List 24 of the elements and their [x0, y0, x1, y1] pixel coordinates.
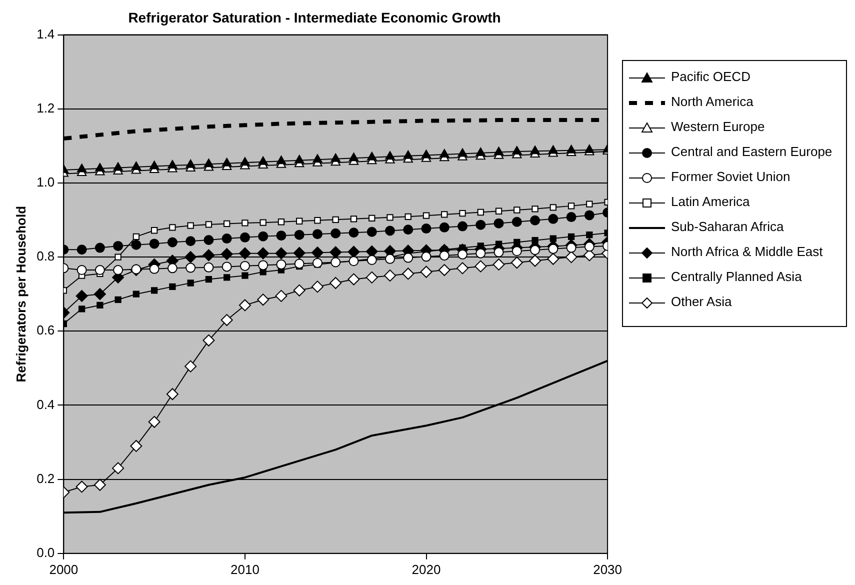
y-tick-label: 1.4 [36, 26, 55, 42]
legend-label: Other Asia [671, 294, 732, 309]
legend-label: Former Soviet Union [671, 169, 790, 184]
y-tick-label: 1.0 [36, 174, 55, 190]
legend-label: Pacific OECD [671, 69, 750, 84]
y-tick-label: 0.6 [36, 322, 55, 338]
x-tick-label: 2000 [49, 562, 78, 577]
legend-label: Latin America [671, 194, 750, 209]
x-tick-label: 2030 [593, 562, 622, 577]
y-tick-label: 0.2 [36, 470, 55, 486]
legend-label: Western Europe [671, 119, 765, 134]
y-tick-label: 0.0 [36, 544, 55, 560]
y-tick-label: 0.4 [36, 396, 55, 412]
y-tick-label: 0.8 [36, 248, 55, 264]
legend-label: Centrally Planned Asia [671, 269, 802, 284]
x-tick-label: 2010 [230, 562, 260, 577]
legend-label: Sub-Saharan Africa [671, 219, 784, 234]
y-axis-title: Refrigerators per Household [13, 206, 28, 382]
legend-label: Central and Eastern Europe [671, 144, 832, 159]
legend-label: North Africa & Middle East [671, 244, 823, 259]
x-tick-label: 2020 [412, 562, 441, 577]
y-tick-label: 1.2 [36, 100, 55, 116]
legend-label: North America [671, 94, 754, 109]
chart-title: Refrigerator Saturation - Intermediate Economic Growth [128, 9, 501, 26]
